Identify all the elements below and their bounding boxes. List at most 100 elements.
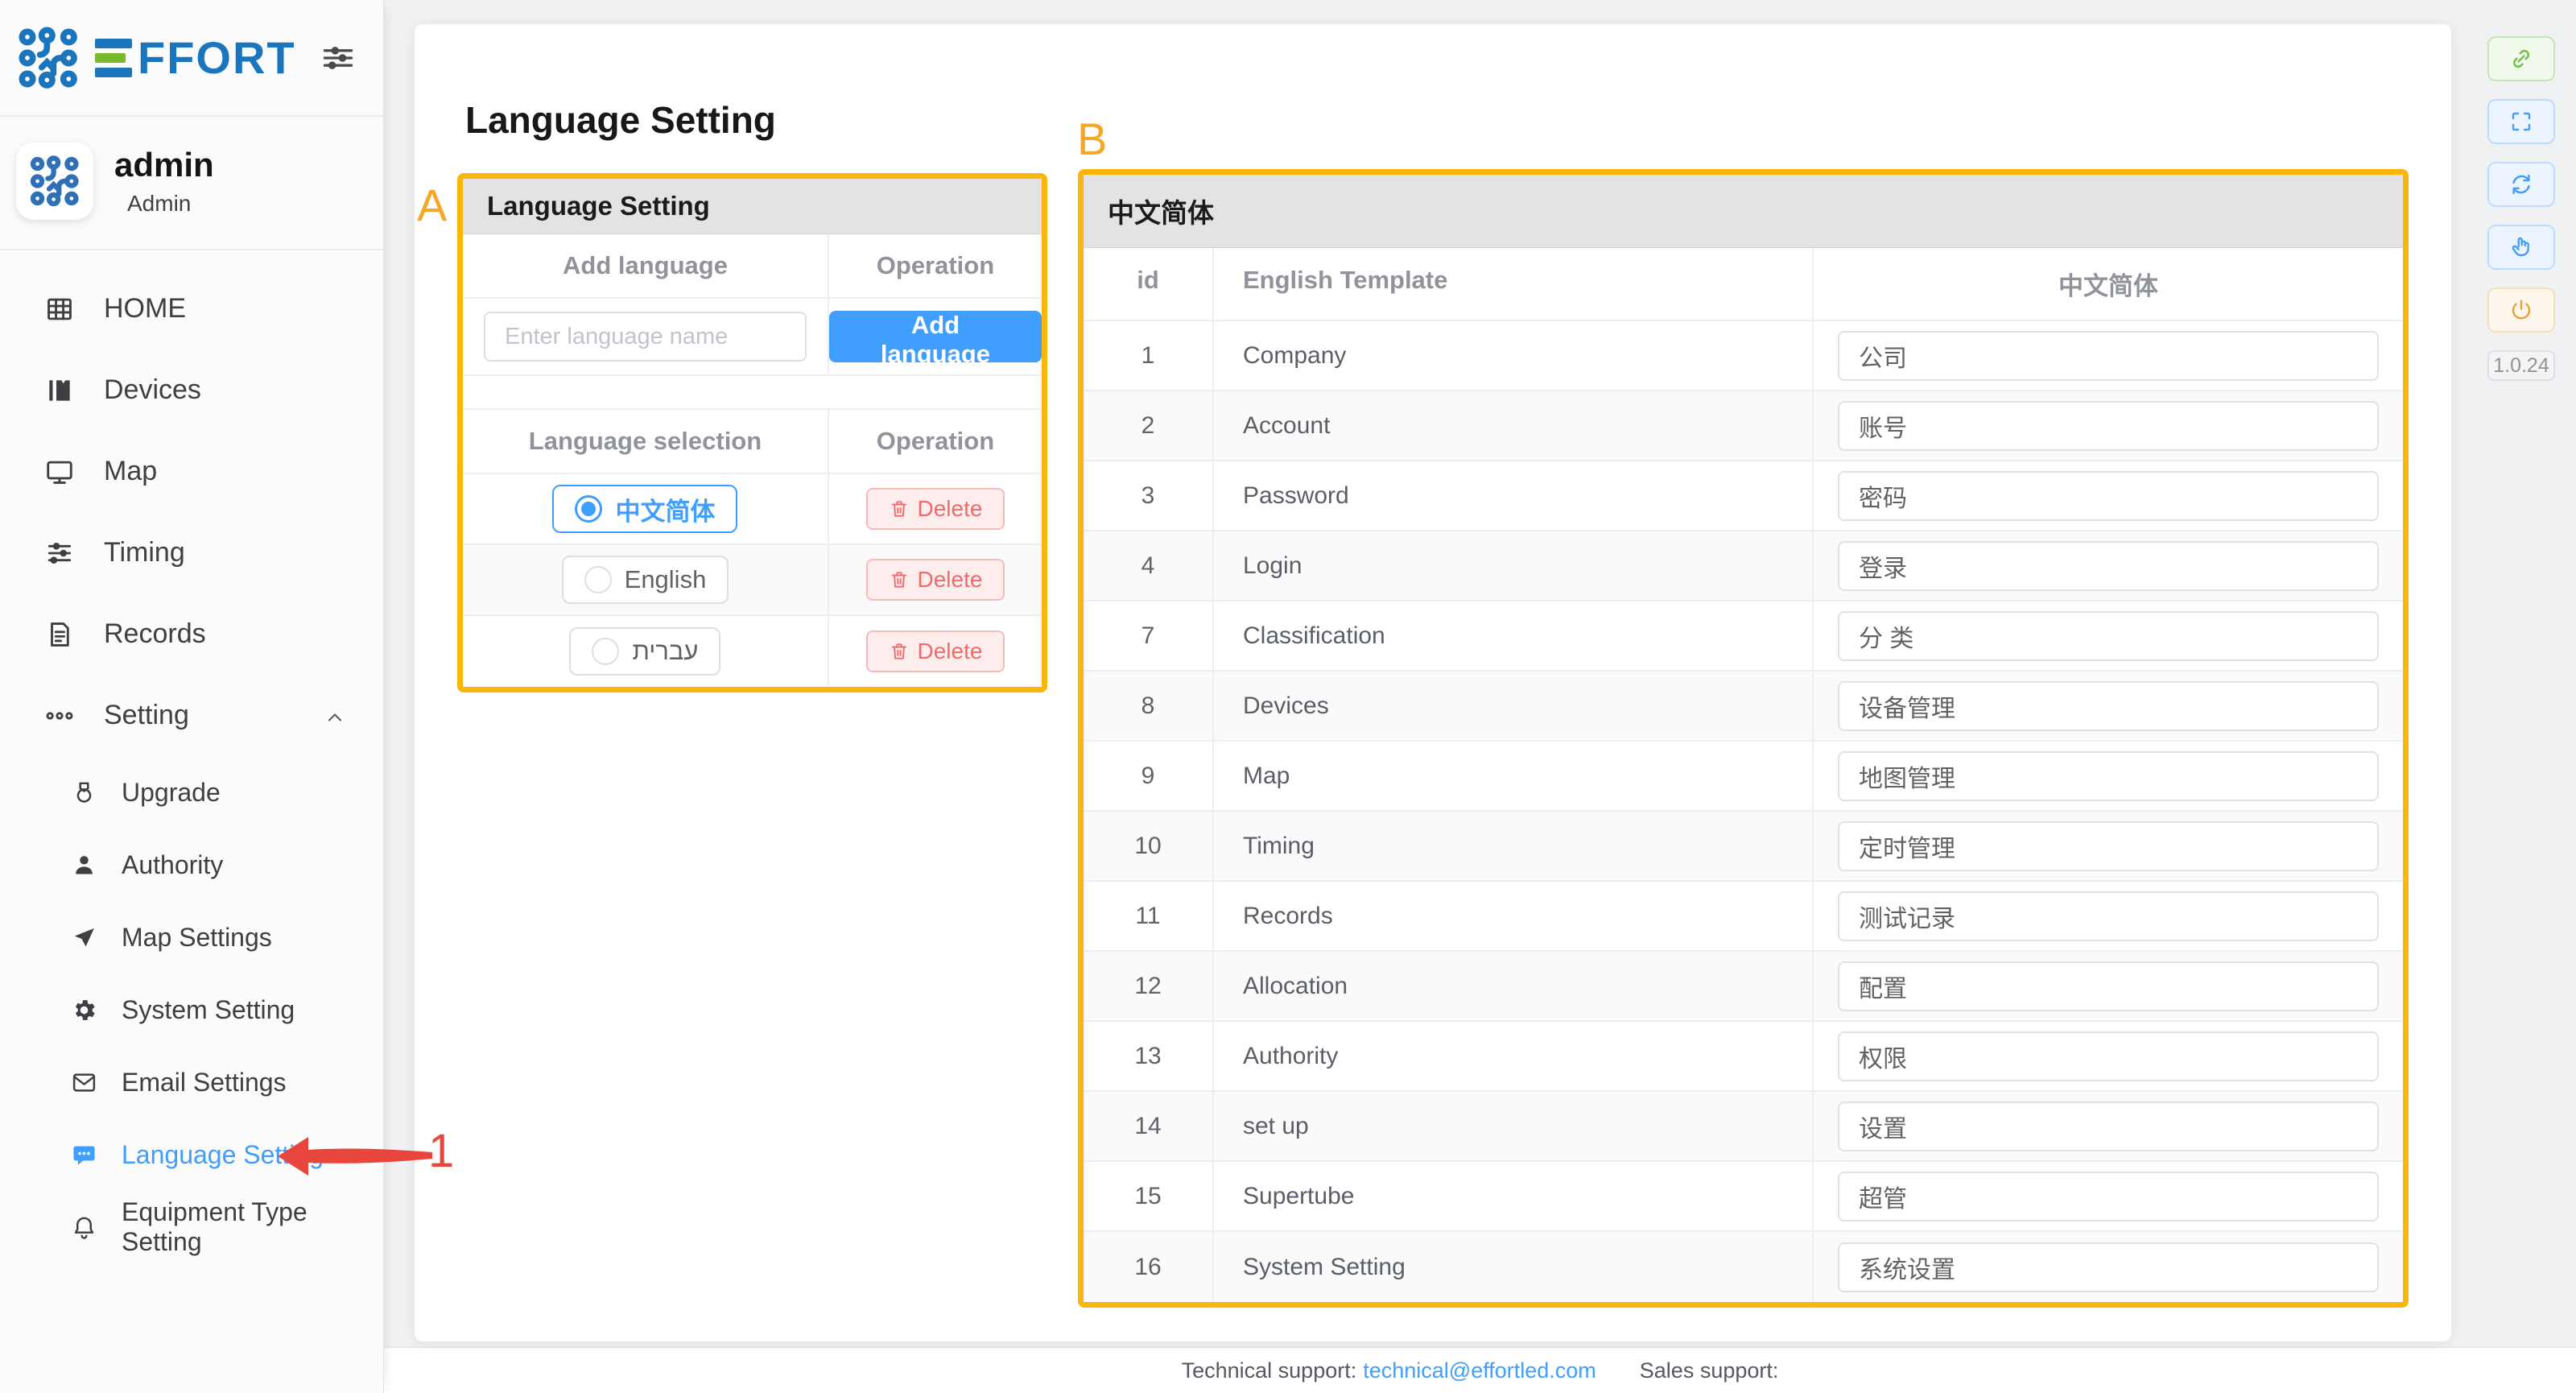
translation-input-supertube[interactable] (1838, 1171, 2379, 1221)
delete-language-button[interactable]: Delete (865, 630, 1005, 672)
sidebar-item-label: Equipment Type Setting (122, 1197, 308, 1256)
translation-input-map[interactable] (1838, 750, 2379, 801)
language-name-input[interactable] (484, 312, 807, 362)
annotation-letter-a: A (417, 180, 448, 230)
sidebar-item-label: Authority (122, 849, 224, 879)
sidebar-item-equipment-type-setting[interactable]: Equipment Type Setting (0, 1191, 383, 1263)
table-row: 15 Supertube (1084, 1162, 2403, 1232)
row-id: 10 (1134, 832, 1162, 859)
language-row: עברית Delete (463, 616, 1042, 687)
translation-input-devices[interactable] (1838, 680, 2379, 731)
link-button[interactable] (2487, 36, 2555, 81)
table-row: 16 System Setting (1084, 1232, 2403, 1302)
annotation-arrow-icon (278, 1137, 432, 1176)
translation-input-records[interactable] (1838, 891, 2379, 941)
english-template-value: Authority (1212, 1022, 1812, 1090)
translation-input-company[interactable] (1838, 330, 2379, 381)
sidebar-item-setting[interactable]: Setting (0, 675, 383, 756)
row-id: 16 (1134, 1253, 1162, 1280)
delete-button-label: Delete (917, 639, 983, 663)
translation-rows: 1 Company 2 Account 3 Password 4 Login 7 Classifi… (1084, 321, 2403, 1302)
delete-button-label: Delete (917, 496, 983, 521)
add-language-input-row: Add language (463, 299, 1042, 376)
language-name-label: עברית (632, 637, 699, 665)
refresh-button[interactable] (2487, 162, 2555, 207)
language-radio-english[interactable]: English (561, 556, 729, 604)
brand-name: FFORT (138, 32, 296, 83)
sidebar-item-label: HOME (104, 293, 186, 324)
english-template-value: set up (1212, 1092, 1812, 1160)
sidebar-item-label: Devices (104, 374, 201, 405)
add-language-button[interactable]: Add language (828, 311, 1042, 368)
paper-plane-icon (71, 924, 97, 951)
sidebar-item-authority[interactable]: Authority (0, 829, 383, 901)
radio-unselected-icon (584, 566, 612, 593)
dots-icon (44, 701, 75, 731)
pointer-button[interactable] (2487, 225, 2555, 270)
language-selection-header-row: Language selection Operation (463, 408, 1042, 474)
devices-icon (44, 375, 75, 406)
sidebar-item-email-settings[interactable]: Email Settings (0, 1046, 383, 1118)
translation-cell (1812, 461, 2403, 530)
translation-input-timing[interactable] (1838, 821, 2379, 871)
brand-logo-text: FFORT (95, 31, 296, 84)
sidebar-item-map-settings[interactable]: Map Settings (0, 901, 383, 973)
table-row: 3 Password (1084, 461, 2403, 531)
user-name: admin (114, 146, 214, 184)
translation-input-login[interactable] (1838, 540, 2379, 591)
translation-input-authority[interactable] (1838, 1031, 2379, 1081)
row-id: 9 (1141, 762, 1155, 789)
translation-input-password[interactable] (1838, 470, 2379, 521)
translation-cell (1812, 531, 2403, 600)
translation-input-set-up[interactable] (1838, 1101, 2379, 1151)
translation-cell (1812, 1022, 2403, 1090)
language-radio-[interactable]: עברית (569, 627, 721, 676)
language-choice-cell: עברית (463, 616, 828, 687)
sidebar-item-system-setting[interactable]: System Setting (0, 973, 383, 1046)
panel-b-header: 中文简体 (1084, 175, 2403, 248)
english-template-column-header: English Template (1212, 248, 1812, 320)
sidebar-header: FFORT (0, 0, 383, 117)
sidebar-item-devices[interactable]: Devices (0, 349, 383, 431)
table-row: 4 Login (1084, 531, 2403, 601)
sidebar-item-records[interactable]: Records (0, 593, 383, 675)
radio-selected-icon (575, 495, 603, 523)
brand-logo-icon (19, 26, 77, 89)
user-block: admin Admin (0, 117, 383, 250)
annotation-letter-b: B (1077, 114, 1108, 164)
trash-icon (889, 569, 910, 590)
sidebar-menu: HOME Devices Map Timing Records Setting (0, 250, 383, 756)
table-row: 7 Classification (1084, 601, 2403, 672)
technical-support-label: Technical support: (1181, 1358, 1357, 1383)
fullscreen-button[interactable] (2487, 99, 2555, 144)
row-id: 13 (1134, 1042, 1162, 1069)
sidebar-item-label: Email Settings (122, 1067, 287, 1097)
sidebar-item-map[interactable]: Map (0, 431, 383, 512)
translation-input-account[interactable] (1838, 400, 2379, 451)
delete-language-button[interactable]: Delete (865, 559, 1005, 601)
language-selection-column-header: Language selection (528, 427, 762, 455)
power-button[interactable] (2487, 287, 2555, 333)
sidebar: FFORT (0, 0, 384, 1393)
english-template-value: Devices (1212, 672, 1812, 740)
language-radio-中文简体[interactable]: 中文简体 (552, 485, 738, 533)
table-row: 13 Authority (1084, 1022, 2403, 1092)
language-operation-cell: Delete (827, 545, 1042, 614)
delete-language-button[interactable]: Delete (865, 488, 1005, 530)
avatar[interactable] (16, 143, 93, 220)
translation-input-system-setting[interactable] (1838, 1242, 2379, 1292)
translation-input-classification[interactable] (1838, 610, 2379, 661)
sidebar-item-upgrade[interactable]: Upgrade (0, 756, 383, 829)
english-template-value: System Setting (1212, 1232, 1812, 1302)
add-language-header-row: Add language Operation (463, 234, 1042, 299)
english-template-value: Login (1212, 531, 1812, 600)
technical-support-email-link[interactable]: technical@effortled.com (1363, 1358, 1596, 1383)
english-template-value: Password (1212, 461, 1812, 530)
row-id: 8 (1141, 692, 1155, 719)
sidebar-item-timing[interactable]: Timing (0, 512, 383, 593)
sidebar-item-home[interactable]: HOME (0, 268, 383, 349)
sidebar-collapse-toggle-icon[interactable] (320, 40, 356, 76)
chinese-column-header: 中文简体 (1812, 248, 2403, 320)
translation-input-allocation[interactable] (1838, 961, 2379, 1011)
